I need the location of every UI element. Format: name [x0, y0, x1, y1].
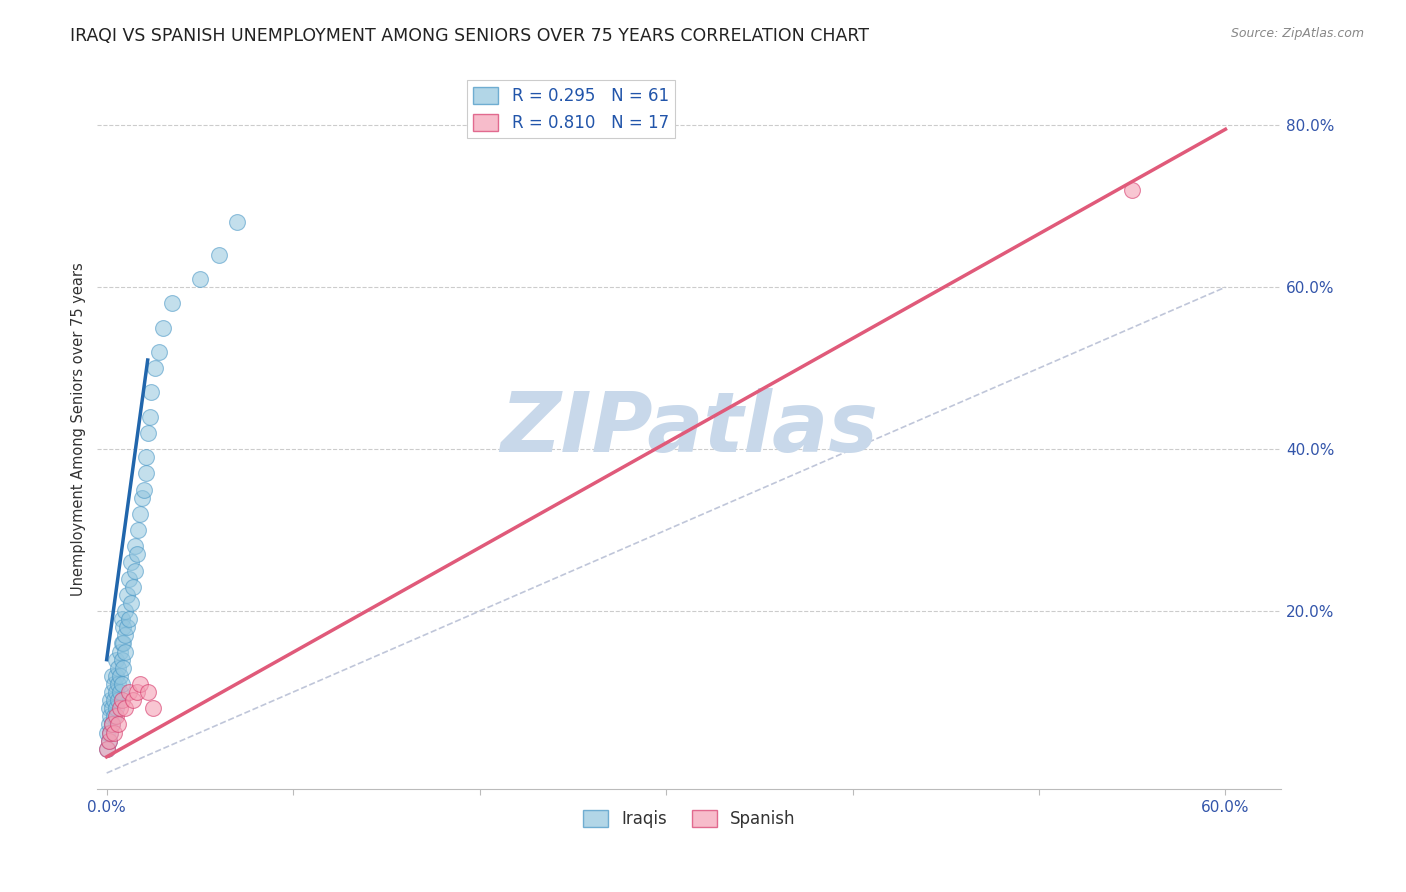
Point	[108, 669, 131, 683]
Point	[103, 677, 125, 691]
Point	[100, 725, 122, 739]
Point	[96, 741, 118, 756]
Point	[105, 701, 128, 715]
Point	[115, 588, 138, 602]
Point	[97, 701, 120, 715]
Point	[107, 677, 129, 691]
Point	[118, 685, 141, 699]
Point	[148, 345, 170, 359]
Legend: Iraqis, Spanish: Iraqis, Spanish	[576, 804, 803, 835]
Point	[103, 725, 125, 739]
Point	[129, 507, 152, 521]
Point	[100, 693, 122, 707]
Point	[188, 272, 211, 286]
Point	[136, 425, 159, 440]
Point	[107, 717, 129, 731]
Point	[141, 385, 163, 400]
Point	[114, 644, 136, 658]
Point	[110, 653, 132, 667]
Point	[226, 215, 249, 229]
Point	[110, 693, 132, 707]
Point	[112, 661, 135, 675]
Point	[107, 661, 129, 675]
Point	[108, 685, 131, 699]
Point	[115, 620, 138, 634]
Point	[135, 467, 157, 481]
Point	[101, 717, 124, 731]
Point	[97, 733, 120, 747]
Point	[112, 620, 135, 634]
Point	[207, 248, 229, 262]
Point	[131, 491, 153, 505]
Point	[120, 556, 142, 570]
Point	[120, 596, 142, 610]
Point	[112, 636, 135, 650]
Point	[97, 717, 120, 731]
Point	[124, 564, 146, 578]
Point	[101, 701, 124, 715]
Point	[96, 741, 118, 756]
Point	[125, 548, 148, 562]
Point	[143, 361, 166, 376]
Point	[103, 693, 125, 707]
Point	[110, 612, 132, 626]
Point	[108, 701, 131, 715]
Point	[121, 693, 143, 707]
Point	[100, 709, 122, 723]
Y-axis label: Unemployment Among Seniors over 75 years: Unemployment Among Seniors over 75 years	[72, 262, 86, 596]
Point	[129, 677, 152, 691]
Point	[114, 701, 136, 715]
Point	[96, 725, 118, 739]
Text: ZIPatlas: ZIPatlas	[501, 388, 879, 469]
Point	[152, 320, 174, 334]
Text: IRAQI VS SPANISH UNEMPLOYMENT AMONG SENIORS OVER 75 YEARS CORRELATION CHART: IRAQI VS SPANISH UNEMPLOYMENT AMONG SENI…	[70, 27, 869, 45]
Point	[100, 725, 122, 739]
Point	[138, 409, 160, 424]
Point	[101, 669, 124, 683]
Point	[135, 450, 157, 465]
Point	[114, 604, 136, 618]
Point	[105, 669, 128, 683]
Point	[114, 628, 136, 642]
Point	[125, 685, 148, 699]
Point	[101, 685, 124, 699]
Point	[121, 580, 143, 594]
Point	[103, 709, 125, 723]
Point	[127, 523, 149, 537]
Point	[97, 733, 120, 747]
Point	[118, 612, 141, 626]
Text: Source: ZipAtlas.com: Source: ZipAtlas.com	[1230, 27, 1364, 40]
Point	[105, 685, 128, 699]
Point	[142, 701, 165, 715]
Point	[105, 653, 128, 667]
Point	[105, 709, 128, 723]
Point	[118, 572, 141, 586]
Point	[110, 636, 132, 650]
Point	[160, 296, 183, 310]
Point	[136, 685, 159, 699]
Point	[110, 677, 132, 691]
Point	[101, 717, 124, 731]
Point	[108, 644, 131, 658]
Point	[132, 483, 155, 497]
Point	[107, 693, 129, 707]
Point	[1121, 183, 1143, 197]
Point	[124, 539, 146, 553]
